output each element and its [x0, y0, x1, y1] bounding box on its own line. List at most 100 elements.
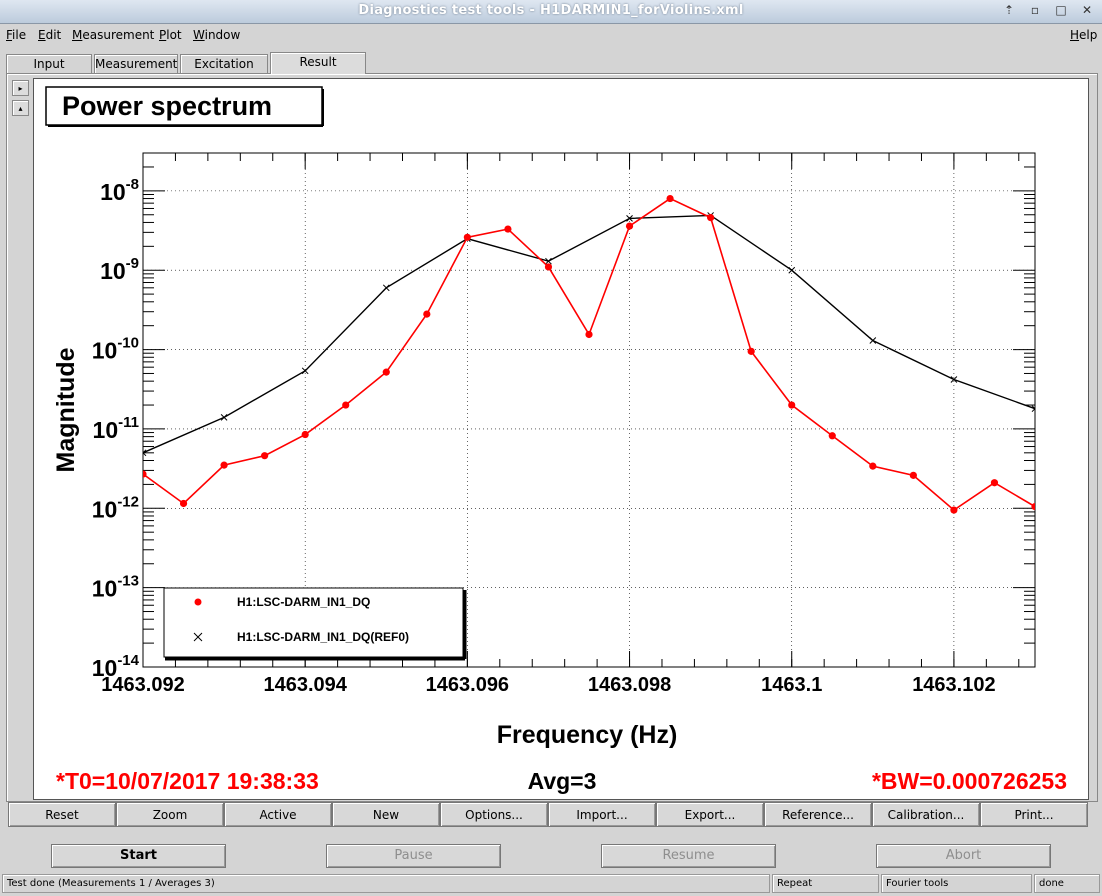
tab-input[interactable]: Input — [6, 54, 92, 73]
darm-point — [707, 214, 715, 222]
ref0-point-stroke — [1048, 409, 1054, 415]
x-tick-label: 1463.102 — [912, 674, 995, 696]
calibration-button[interactable]: Calibration... — [872, 802, 980, 827]
menu-file[interactable]: File — [6, 28, 27, 42]
plot-title-box — [45, 86, 323, 126]
y-axis-label: Magnitude — [52, 347, 80, 472]
shade-window-button[interactable]: ⇡ — [1003, 3, 1015, 17]
ref0-point — [220, 413, 228, 421]
darm-point — [382, 368, 390, 376]
power-spectrum-chart[interactable]: Power spectrum 1463.092 1463.094 1463.096 1… — [34, 79, 1089, 800]
menu-measurement[interactable]: Measurement — [72, 28, 155, 42]
tab-result[interactable]: Result — [270, 52, 366, 74]
y-tick-label: 10-10 — [92, 335, 139, 364]
avg-label: Avg=3 — [528, 768, 597, 794]
darm-point — [143, 470, 147, 478]
darm-point — [179, 499, 188, 508]
ref0-point-stroke — [1031, 407, 1035, 413]
ref0-point-stroke — [301, 367, 309, 375]
close-window-button[interactable]: ✕ — [1081, 3, 1093, 17]
status-mode: Repeat — [772, 874, 879, 893]
ref0-point-stroke — [220, 413, 228, 421]
reference-button[interactable]: Reference... — [764, 802, 872, 827]
series-darm — [143, 194, 1055, 517]
darm-point — [990, 479, 999, 487]
reset-button[interactable]: Reset — [8, 802, 116, 827]
x-tick-label: 1463.092 — [101, 674, 184, 696]
menu-edit[interactable]: Edit — [38, 28, 62, 42]
darm-point — [950, 506, 958, 514]
active-button[interactable]: Active — [224, 802, 332, 827]
import-button[interactable]: Import... — [548, 802, 656, 827]
start-button[interactable]: Start — [51, 844, 226, 868]
ref0-point-stroke — [626, 215, 633, 222]
x-tick-label: 1463.094 — [263, 674, 347, 696]
ref0-point — [869, 337, 877, 344]
window-title: Diagnostics test tools - H1DARMIN1_forVi… — [358, 3, 744, 18]
y-tick-label: 10-14 — [92, 652, 140, 681]
darm-point — [423, 310, 431, 318]
window-titlebar[interactable]: Diagnostics test tools - H1DARMIN1_forVi… — [0, 0, 1102, 24]
darm-point — [301, 430, 309, 439]
darm-point — [909, 471, 917, 479]
minimize-window-button[interactable]: ▫ — [1030, 3, 1040, 17]
pause-button[interactable]: Pause — [326, 844, 501, 868]
axis-ticks — [142, 152, 1035, 668]
tab-excitation[interactable]: Excitation — [180, 54, 268, 73]
zoom-button[interactable]: Zoom — [116, 802, 224, 827]
export-button[interactable]: Export... — [656, 802, 764, 827]
menu-window[interactable]: Window — [193, 28, 241, 42]
x-tick-label: 1463.096 — [426, 674, 509, 696]
darm-point — [625, 222, 634, 230]
ref0-point-stroke — [143, 449, 147, 454]
print-button[interactable]: Print... — [980, 802, 1088, 827]
window-controls: ⇡ ▫ □ ✕ — [1002, 3, 1094, 17]
y-tick-label: 10-9 — [100, 255, 139, 284]
t0-label: *T0=10/07/2017 19:38:33 — [56, 768, 319, 794]
plot-canvas[interactable]: Power spectrum 1463.092 1463.094 1463.096 1… — [33, 78, 1089, 800]
x-tick-labels: 1463.092 1463.094 1463.096 1463.098 1463.1 14… — [101, 674, 995, 696]
statusbar: Test done (Measurements 1 / Averages 3) … — [0, 874, 1102, 896]
plot-title: Power spectrum — [62, 91, 272, 121]
new-button[interactable]: New — [332, 802, 440, 827]
ref0-point-stroke — [950, 376, 958, 383]
expand-arrow-button[interactable]: ▸ — [12, 80, 29, 96]
darm-point — [1048, 510, 1055, 517]
ref0-point-stroke — [1031, 405, 1035, 410]
options-button[interactable]: Options... — [440, 802, 548, 827]
y-tick-label: 10-11 — [93, 414, 139, 443]
status-message: Test done (Measurements 1 / Averages 3) — [2, 874, 770, 893]
ref0-point — [545, 257, 552, 265]
darm-point — [504, 225, 512, 233]
ref0-point — [382, 284, 390, 292]
legend-box — [163, 587, 464, 658]
menu-help[interactable]: Help — [1070, 28, 1098, 42]
ref0-point — [301, 367, 309, 375]
bw-label: *BW=0.000726253 — [872, 768, 1067, 794]
y-tick-label: 10-13 — [92, 573, 139, 602]
tab-measurement[interactable]: Measurement — [94, 54, 178, 73]
plot-frame — [142, 152, 1036, 668]
darm-point — [544, 263, 553, 271]
legend-marker-darm — [194, 598, 202, 606]
status-tool: Fourier tools — [881, 874, 1032, 893]
collapse-arrow-button[interactable]: ▴ — [12, 100, 29, 116]
maximize-window-button[interactable]: □ — [1055, 3, 1067, 17]
ref0-point — [950, 376, 958, 383]
y-tick-label: 10-8 — [100, 176, 139, 205]
legend: H1:LSC-DARM_IN1_DQ H1:LSC-DARM_IN1_DQ(RE… — [163, 587, 467, 661]
ref0-point — [1048, 409, 1054, 415]
ref0-point-stroke — [1048, 409, 1054, 415]
darm-point — [869, 462, 877, 470]
resume-button[interactable]: Resume — [601, 844, 776, 868]
menubar: File Edit Measurement Plot Window Help — [0, 24, 1102, 46]
ref0-point — [143, 449, 147, 457]
menu-plot[interactable]: Plot — [159, 28, 182, 42]
darm-point — [463, 233, 471, 241]
darm-point — [747, 347, 755, 355]
abort-button[interactable]: Abort — [876, 844, 1051, 868]
darm-point — [261, 452, 269, 460]
status-state: done — [1034, 874, 1100, 893]
darm-line — [143, 197, 1035, 512]
legend-marker-ref0 — [193, 632, 203, 642]
